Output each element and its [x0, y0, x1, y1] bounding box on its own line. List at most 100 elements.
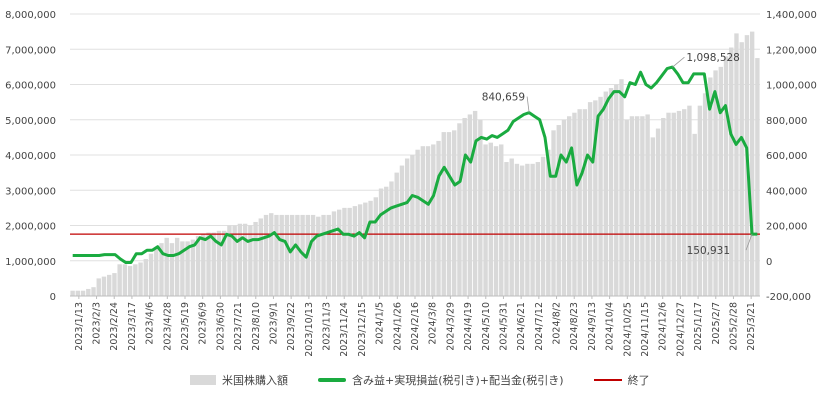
- bar: [614, 84, 619, 296]
- bar: [598, 96, 603, 297]
- bar: [263, 214, 269, 296]
- bar: [540, 156, 546, 296]
- bar: [101, 276, 107, 296]
- left-axis-tick-label: 4,000,000: [5, 151, 56, 162]
- bar: [316, 216, 321, 296]
- legend-item-end: 終了: [593, 372, 650, 388]
- bar: [483, 144, 488, 296]
- x-axis-tick-label: 2023/4/6: [145, 302, 156, 345]
- bar: [624, 119, 629, 296]
- bar: [195, 236, 201, 296]
- right-axis-tick-label: 400,000: [766, 186, 807, 197]
- bar: [509, 158, 514, 296]
- bar: [514, 163, 520, 296]
- bar: [96, 278, 101, 296]
- bar: [211, 232, 216, 296]
- annotation-leader: [672, 56, 685, 68]
- bar: [112, 273, 117, 296]
- bar: [206, 232, 211, 296]
- x-axis-tick-label: 2024/7/12: [534, 302, 545, 351]
- x-axis-tick-label: 2023/8/10: [251, 302, 262, 351]
- bar: [331, 211, 337, 296]
- bar: [671, 112, 676, 296]
- bar: [410, 155, 415, 296]
- bar: [425, 146, 431, 296]
- bar: [446, 132, 452, 296]
- x-axis-tick-label: 2024/8/2: [552, 302, 563, 345]
- x-axis-tick-label: 2025/3/21: [746, 302, 757, 351]
- bar: [326, 214, 331, 296]
- bar: [577, 109, 582, 296]
- bar: [666, 112, 671, 296]
- x-axis-tick-label: 2024/11/15: [640, 302, 651, 357]
- bar: [645, 114, 650, 297]
- bar: [253, 221, 258, 296]
- bar: [556, 125, 561, 296]
- bar: [708, 77, 713, 296]
- bar: [232, 225, 237, 296]
- bar: [159, 243, 164, 296]
- bar: [295, 214, 300, 296]
- bar: [127, 266, 133, 296]
- left-axis-tick-label: 5,000,000: [5, 116, 56, 127]
- x-axis-tick-label: 2023/6/9: [198, 302, 209, 345]
- x-axis-tick-label: 2024/10/4: [605, 302, 616, 351]
- bar: [384, 186, 389, 296]
- bar: [441, 132, 446, 296]
- bar: [138, 262, 143, 296]
- x-axis-tick-label: 2023/10/13: [304, 302, 315, 357]
- bar: [148, 253, 154, 296]
- x-axis-tick-label: 2023/11/3: [322, 302, 333, 351]
- bar: [692, 133, 697, 296]
- x-axis-tick-label: 2024/12/6: [658, 302, 669, 351]
- bar: [373, 197, 378, 296]
- right-axis-tick-label: 1,000,000: [766, 81, 817, 92]
- bar: [734, 33, 739, 296]
- x-axis-tick-label: 2024/5/31: [498, 302, 509, 351]
- bar: [682, 109, 687, 296]
- bar: [650, 137, 656, 296]
- bar: [269, 213, 274, 296]
- bar: [70, 290, 75, 296]
- bar: [525, 163, 530, 296]
- bar: [133, 264, 138, 296]
- legend-item-profit: 含み益+実現損益(税引き)+配当金(税引き): [318, 372, 564, 388]
- bar: [352, 206, 358, 296]
- bar: [143, 258, 148, 296]
- bar: [399, 165, 405, 296]
- bar: [154, 248, 159, 296]
- bar: [587, 102, 593, 296]
- bar: [190, 239, 196, 296]
- bar: [248, 225, 253, 296]
- bar: [80, 290, 86, 296]
- left-axis-tick-label: 6,000,000: [5, 81, 56, 92]
- bar: [718, 66, 723, 296]
- bar: [222, 230, 227, 296]
- bar: [180, 241, 185, 296]
- x-axis-tick-label: 2023/11/24: [339, 302, 350, 357]
- x-axis-tick-label: 2025/2/28: [728, 302, 739, 351]
- bar: [504, 162, 509, 296]
- bar: [478, 119, 483, 296]
- left-axis-tick-label: 8,000,000: [5, 10, 56, 21]
- bar: [697, 105, 703, 297]
- bar: [420, 146, 426, 296]
- left-axis-tick-label: 0: [50, 292, 56, 303]
- bar: [431, 144, 436, 296]
- bar: [535, 162, 541, 296]
- bar: [164, 237, 169, 296]
- right-axis-tick-label: -200,000: [766, 292, 811, 303]
- bar: [567, 116, 572, 296]
- bar: [561, 119, 567, 296]
- bar: [107, 274, 112, 296]
- x-axis-tick-label: 2023/4/28: [162, 302, 173, 351]
- x-axis-tick-label: 2023/2/24: [109, 302, 120, 351]
- x-axis-tick-label: 2024/12/27: [675, 302, 686, 357]
- x-axis-tick-label: 2023/2/3: [92, 302, 103, 345]
- annotation-label: 150,931: [687, 245, 730, 257]
- bar: [593, 100, 598, 296]
- bar: [702, 93, 708, 296]
- right-axis-tick-label: 1,200,000: [766, 45, 817, 56]
- left-axis-tick-label: 2,000,000: [5, 222, 56, 233]
